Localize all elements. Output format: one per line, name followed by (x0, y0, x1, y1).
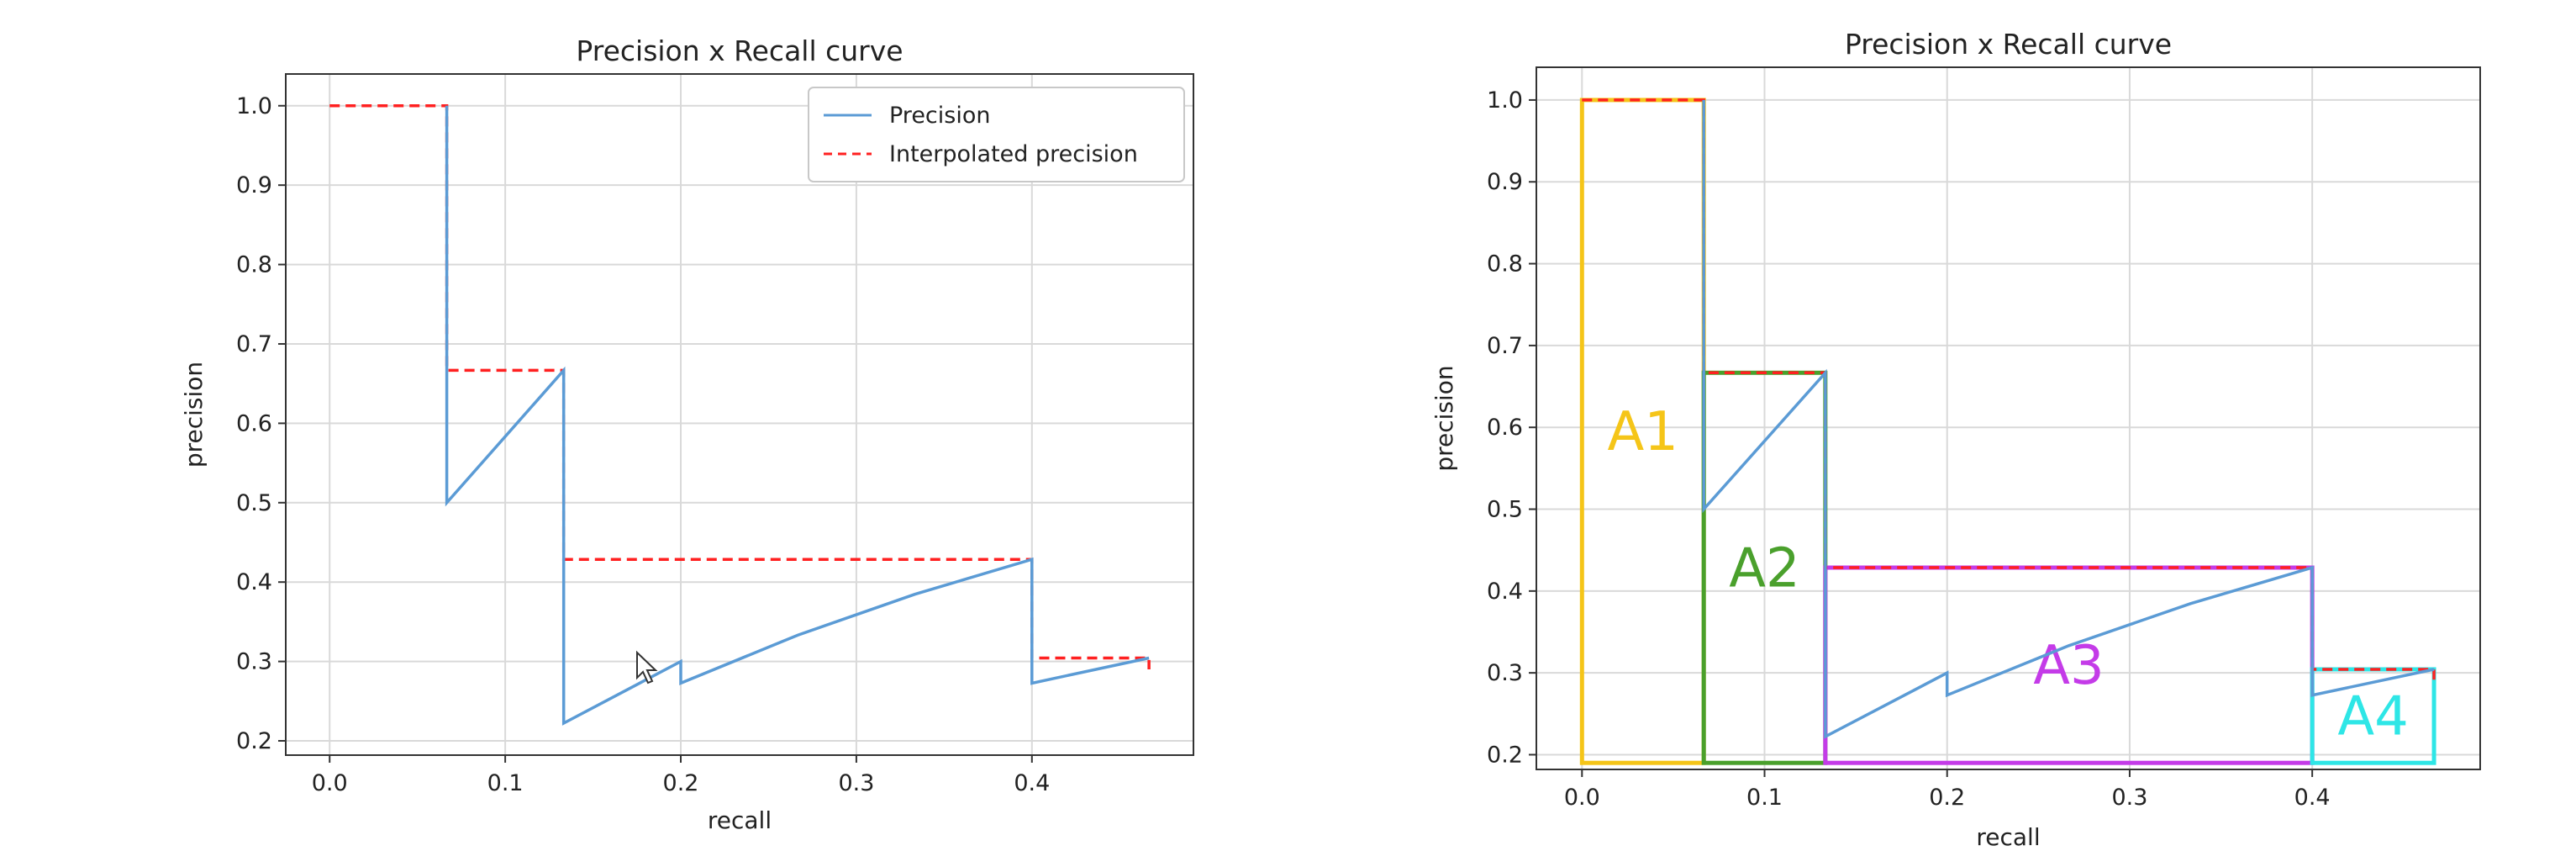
left-plot-frame (285, 73, 1194, 756)
x-tick-label: 0.1 (1746, 785, 1783, 811)
right-plot-frame (1536, 66, 2481, 770)
y-tick-label: 0.4 (236, 569, 272, 595)
y-tick-label: 0.2 (236, 728, 272, 754)
y-tick-label: 0.9 (236, 172, 272, 198)
y-tick-label: 0.5 (1487, 497, 1523, 523)
right-grid (1536, 67, 2480, 769)
left-x-axis-label: recall (708, 806, 772, 834)
x-tick-label: 0.0 (312, 770, 348, 796)
y-tick-label: 0.9 (1487, 169, 1523, 195)
left-ticks: 0.0 0.1 0.2 0.3 0.4 0.2 0.3 0.4 0.5 0.6 0.7 0.8 0.9 1… (236, 93, 1050, 796)
right-y-axis-label: precision (1430, 365, 1458, 471)
x-tick-label: 0.1 (487, 770, 524, 796)
series-interpolated-precision (329, 104, 1151, 669)
area-a4-label: A4 (2337, 686, 2409, 748)
series-precision (1702, 99, 2435, 739)
legend-box (808, 87, 1185, 182)
y-tick-label: 0.2 (1487, 742, 1523, 768)
left-lines (329, 104, 1151, 726)
y-tick-label: 0.6 (236, 410, 272, 436)
y-tick-label: 0.8 (1487, 251, 1523, 278)
x-tick-label: 0.0 (1564, 785, 1600, 811)
right-lines (1582, 98, 2436, 739)
right-ticks: 0.0 0.1 0.2 0.3 0.4 0.2 0.3 0.4 0.5 0.6 0.7 0.8 0.9 1… (1487, 87, 2331, 811)
area-a2-label: A2 (1729, 537, 1800, 600)
mouse-cursor-icon (636, 650, 658, 684)
legend-interpolated-label: Interpolated precision (889, 141, 1138, 167)
y-tick-label: 0.8 (236, 252, 272, 278)
x-tick-label: 0.2 (1929, 785, 1965, 811)
y-tick-label: 0.3 (1487, 660, 1523, 686)
y-tick-label: 0.5 (236, 490, 272, 516)
y-tick-label: 0.6 (1487, 415, 1523, 441)
left-chart: 0.0 0.1 0.2 0.3 0.4 0.2 0.3 0.4 0.5 0.6 0.7 0.8 0.9 1… (180, 34, 1194, 834)
right-x-axis-label: recall (1976, 823, 2040, 851)
series-interpolated-precision (1582, 98, 2436, 681)
left-legend: Precision Interpolated precision (808, 87, 1185, 182)
y-tick-label: 0.7 (236, 331, 272, 357)
x-tick-label: 0.4 (1014, 770, 1050, 796)
x-tick-label: 0.4 (2294, 785, 2331, 811)
y-tick-label: 1.0 (1487, 87, 1523, 114)
y-tick-label: 0.7 (1487, 333, 1523, 359)
series-precision (445, 105, 1150, 726)
y-tick-label: 1.0 (236, 93, 272, 119)
x-tick-label: 0.2 (663, 770, 699, 796)
legend-precision-label: Precision (889, 103, 990, 129)
right-chart-title: Precision x Recall curve (1845, 28, 2172, 61)
y-tick-label: 0.4 (1487, 579, 1523, 605)
area-a1-label: A1 (1607, 401, 1678, 463)
y-tick-label: 0.3 (236, 649, 272, 675)
left-chart-title: Precision x Recall curve (576, 34, 903, 67)
left-y-axis-label: precision (180, 362, 208, 468)
x-tick-label: 0.3 (838, 770, 874, 796)
x-tick-label: 0.3 (2111, 785, 2147, 811)
